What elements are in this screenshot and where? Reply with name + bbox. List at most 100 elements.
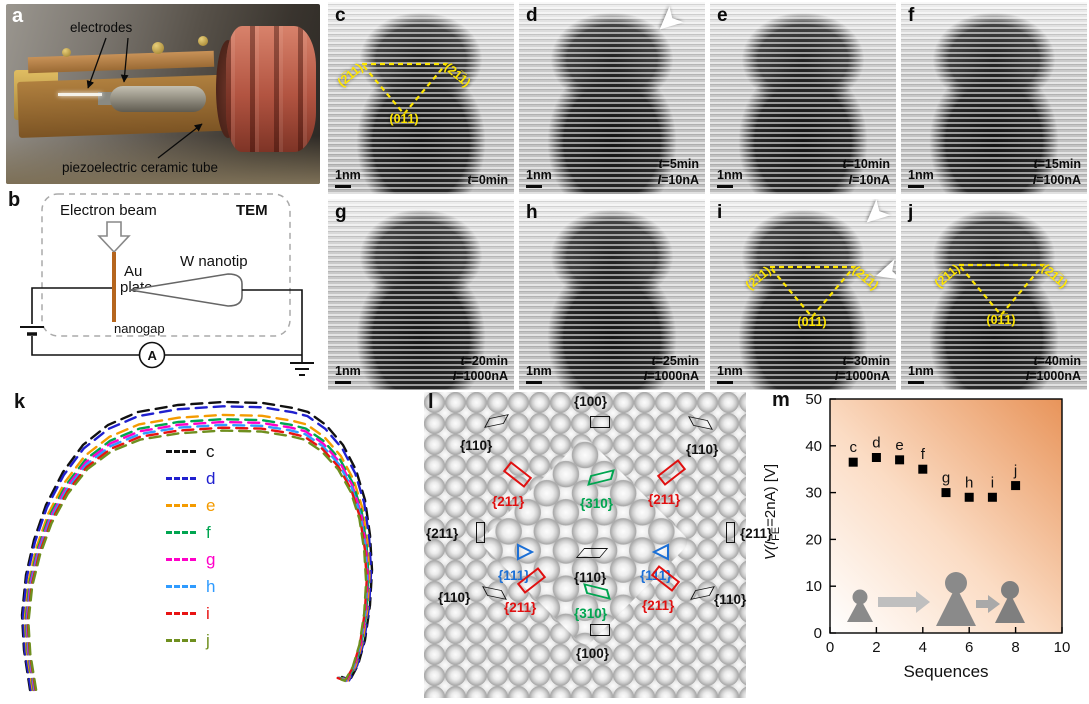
y-tick-label: 0: [814, 625, 822, 642]
scale-bar: 1nm: [717, 364, 743, 384]
tem-panel-e: e 1nm t=10min I=10nA: [710, 2, 896, 194]
scale-bar-line: [335, 184, 351, 188]
au-label: Au: [124, 263, 142, 280]
panel-b-schematic: b Electron beam TEM Au plate W nanotip n…: [2, 188, 324, 390]
y-axis-title-part: V(: [762, 545, 779, 561]
scale-bar-line: [908, 381, 924, 384]
data-point-label: i: [991, 474, 994, 491]
tem-panel-h: h 1nm t=25min I=1000nA: [519, 198, 705, 390]
time-label: t=30min: [842, 353, 890, 368]
wire-left: [31, 287, 112, 324]
time-label: t=0min: [467, 172, 508, 187]
x-tick-label: 0: [826, 639, 834, 656]
data-point-label: c: [849, 439, 857, 456]
panel-label-j: j: [908, 201, 914, 223]
profile-overlay-chart: [20, 400, 374, 692]
scale-bar: 1nm: [717, 167, 743, 188]
facet-label: {111}: [498, 568, 530, 583]
facet-label: {111}: [640, 568, 672, 583]
y-axis-title-part: I: [762, 540, 779, 546]
legend-entry-h: h: [166, 577, 215, 595]
y-tick-label: 50: [805, 391, 822, 408]
data-point-label: j: [1013, 463, 1017, 480]
facet-label: {100}: [574, 394, 608, 409]
scale-bar-label: 1nm: [717, 167, 743, 182]
scale-bar: 1nm: [908, 364, 934, 384]
y-tick-label: 40: [805, 438, 822, 455]
facet-marker-211-upper-left: [502, 461, 533, 488]
facet-label: {211}: [740, 526, 773, 541]
nanotip-shape-icon: [936, 572, 976, 626]
piezo-leader-arrow: [157, 123, 203, 159]
data-point-g: [941, 488, 951, 498]
facet-label: {110}: [438, 590, 471, 605]
scale-bar-label: 1nm: [908, 167, 934, 182]
legend-line-sample: [166, 503, 196, 507]
legend-entry-g: g: [166, 550, 215, 568]
scale-bar: 1nm: [335, 168, 361, 188]
current-label: I=10nA: [848, 172, 890, 187]
y-axis-title: V(IFE=2nA) [V]: [762, 392, 782, 632]
w-nanotip-label: W nanotip: [180, 253, 248, 270]
data-point-e: [895, 455, 905, 465]
evolution-arrow-icon: [878, 591, 930, 613]
plot-frame: [829, 398, 1063, 634]
facet-label-bottom: (01̅1): [797, 314, 827, 329]
facet-marker-211-right: [726, 522, 735, 543]
scale-bar-label: 1nm: [526, 167, 552, 182]
facet-marker-110-top-right: [688, 416, 713, 430]
current-label: I=1000nA: [643, 369, 699, 384]
legend-label: d: [206, 468, 216, 488]
data-point-j: [1011, 481, 1021, 491]
tem-chamber-outline: [41, 193, 291, 337]
panel-label-m: m: [772, 389, 790, 411]
data-point-i: [987, 492, 997, 502]
panel-label-g: g: [335, 201, 347, 223]
screw-icon: [198, 36, 208, 46]
nanotip-needle: [58, 93, 102, 96]
time-current-stamp: t=25min I=1000nA: [644, 354, 699, 385]
panel-label-f: f: [908, 5, 915, 26]
scale-bar: 1nm: [526, 167, 552, 188]
tem-label: TEM: [236, 202, 268, 219]
facet-label: {110}: [460, 438, 493, 453]
x-tick-label: 2: [872, 639, 880, 656]
electron-beam-label: Electron beam: [60, 202, 157, 219]
scale-bar-line: [717, 184, 733, 188]
x-tick-label: 4: [919, 639, 927, 656]
facet-marker-110-bottom-right: [690, 586, 715, 600]
facet-marker-100-bottom: [590, 624, 610, 636]
scale-bar-label: 1nm: [717, 364, 743, 379]
legend-entry-e: e: [166, 496, 215, 514]
current-label: I=10nA: [657, 172, 699, 187]
nanogap-label: nanogap: [114, 321, 165, 336]
facet-label: {110}: [686, 442, 719, 457]
time-current-stamp: t=5min I=10nA: [658, 157, 699, 188]
facet-label: {211}: [504, 600, 537, 615]
legend-entry-j: j: [166, 631, 215, 649]
facet-marker-110-bottom-left: [482, 586, 507, 600]
time-current-stamp: t=20min I=1000nA: [453, 354, 508, 385]
panel-label-b: b: [8, 189, 21, 211]
scale-bar-line: [717, 381, 733, 384]
screw-icon: [152, 42, 164, 54]
legend-entry-i: i: [166, 604, 215, 622]
data-point-label: e: [895, 437, 903, 454]
time-current-stamp: t=10min I=10nA: [842, 157, 890, 188]
facet-marker-111-left: [517, 543, 535, 561]
y-tick-label: 10: [805, 578, 822, 595]
legend-entry-c: c: [166, 442, 215, 460]
annotation-arrows: [86, 37, 203, 159]
facet-label: {310}: [574, 606, 608, 621]
legend-label: i: [206, 603, 210, 623]
data-point-label: h: [965, 474, 973, 491]
y-tick-label: 30: [805, 485, 822, 502]
legend-line-sample: [166, 530, 196, 534]
piezo-tube: [110, 86, 206, 112]
tem-panel-f: f 1nm t=15min I=100nA: [901, 2, 1087, 194]
y-tick-label: 20: [805, 531, 822, 548]
facet-triangle-annotation: (2̅11) (21̅1) (01̅1): [932, 253, 1070, 339]
facet-triangle: [956, 263, 1046, 317]
electrodes-callout: electrodes: [70, 20, 133, 35]
